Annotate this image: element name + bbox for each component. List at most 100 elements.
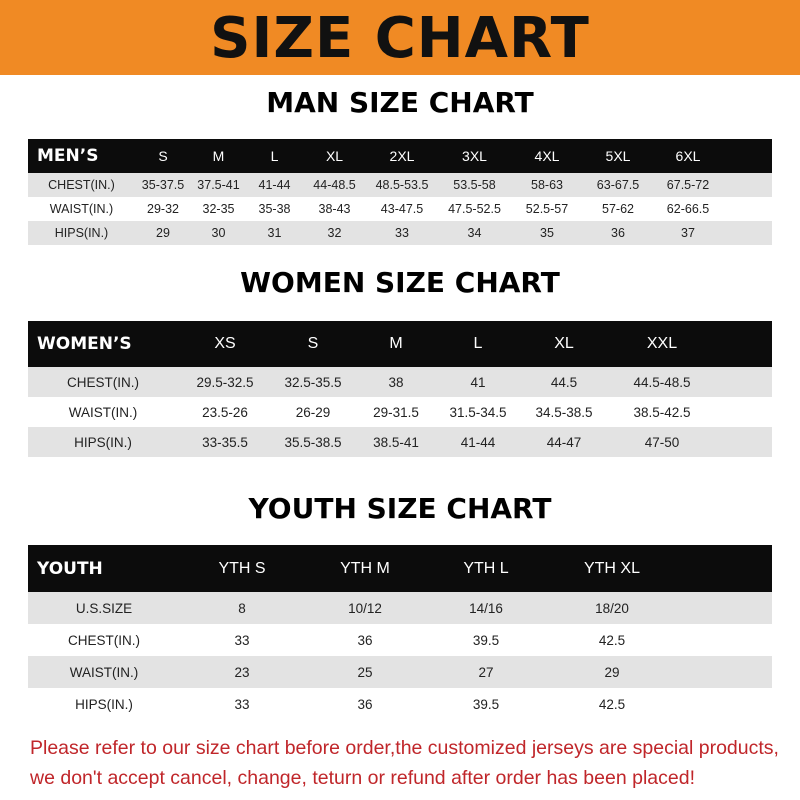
table-cell: 57-62 bbox=[602, 202, 634, 216]
row-spacer bbox=[678, 624, 772, 656]
table-cell: 33 bbox=[234, 632, 250, 648]
table-label: MEN’S bbox=[28, 139, 135, 173]
table-cell: 41-44 bbox=[438, 427, 518, 457]
size-header: M bbox=[191, 139, 246, 173]
table-cell: 48.5-53.5 bbox=[366, 173, 438, 197]
row-spacer bbox=[678, 688, 772, 720]
table-cell: 47.5-52.5 bbox=[448, 202, 501, 216]
table-cell: 35-37.5 bbox=[135, 173, 191, 197]
table-cell: 31 bbox=[246, 221, 303, 245]
table-cell: 36 bbox=[357, 632, 373, 648]
row-spacer bbox=[678, 656, 772, 688]
table-cell: 37 bbox=[653, 221, 723, 245]
row-label: U.S.SIZE bbox=[28, 592, 180, 624]
table-cell: 10/12 bbox=[304, 592, 426, 624]
header-row: MEN’S S M L XL 2XL 3XL 4XL 5XL 6XL bbox=[28, 139, 772, 173]
women-size-table: WOMEN’S XS S M L XL XXL CHEST(IN.) 29.5-32.5 32.5… bbox=[28, 321, 772, 457]
table-cell: 44.5-48.5 bbox=[610, 367, 714, 397]
table-cell: 41 bbox=[438, 367, 518, 397]
size-header: 3XL bbox=[438, 139, 511, 173]
table-row: U.S.SIZE 8 10/12 14/16 18/20 bbox=[28, 592, 772, 624]
size-header: YTH XL bbox=[546, 545, 678, 592]
women-chart-title: WOMEN SIZE CHART bbox=[240, 266, 560, 299]
table-cell: 29-32 bbox=[147, 202, 179, 216]
table-cell: 38.5-41 bbox=[354, 427, 438, 457]
table-row: HIPS(IN.) 33-35.5 35.5-38.5 38.5-41 41-44 44-… bbox=[28, 427, 772, 457]
table-cell: 18/20 bbox=[546, 592, 678, 624]
table-cell: 29.5-32.5 bbox=[178, 367, 272, 397]
header-spacer bbox=[714, 321, 772, 367]
table-row: CHEST(IN.) 29.5-32.5 32.5-35.5 38 41 44.5 44.5… bbox=[28, 367, 772, 397]
table-label: WOMEN’S bbox=[28, 321, 178, 367]
size-header: L bbox=[246, 139, 303, 173]
table-row: CHEST(IN.) 33 36 39.5 42.5 bbox=[28, 624, 772, 656]
table-cell: 41-44 bbox=[246, 173, 303, 197]
table-cell: 29 bbox=[135, 221, 191, 245]
table-cell: 67.5-72 bbox=[653, 173, 723, 197]
table-cell: 62-66.5 bbox=[666, 202, 710, 216]
page-title: SIZE CHART bbox=[210, 6, 590, 71]
table-cell: 30 bbox=[191, 221, 246, 245]
size-header: YTH S bbox=[180, 545, 304, 592]
table-cell: 32.5-35.5 bbox=[272, 367, 354, 397]
table-row: WAIST(IN.) 29-32 32-35 35-38 38-43 43-47.5 47.… bbox=[28, 197, 772, 221]
row-spacer bbox=[723, 197, 772, 221]
men-chart-title: MAN SIZE CHART bbox=[266, 86, 534, 119]
header-row: YOUTH YTH S YTH M YTH L YTH XL bbox=[28, 545, 772, 592]
table-cell: 29 bbox=[546, 656, 678, 688]
men-size-table: MEN’S S M L XL 2XL 3XL 4XL 5XL 6XL CHEST(IN.) 35-37… bbox=[28, 139, 772, 245]
notice-line-1: Please refer to our size chart before or… bbox=[30, 737, 779, 759]
row-spacer bbox=[723, 173, 772, 197]
table-cell: 35.5-38.5 bbox=[272, 427, 354, 457]
table-cell: 42.5 bbox=[598, 696, 626, 712]
table-cell: 29-31.5 bbox=[373, 404, 419, 420]
row-spacer bbox=[678, 592, 772, 624]
size-header: YTH M bbox=[304, 545, 426, 592]
row-label: WAIST(IN.) bbox=[68, 404, 138, 420]
table-cell: 32-35 bbox=[202, 202, 235, 216]
table-cell: 32 bbox=[303, 221, 366, 245]
table-cell: 42.5 bbox=[598, 632, 626, 648]
header-spacer bbox=[678, 545, 772, 592]
table-cell: 43-47.5 bbox=[380, 202, 424, 216]
youth-size-table: YOUTH YTH S YTH M YTH L YTH XL U.S.SIZE 8 10/12… bbox=[28, 545, 772, 720]
table-cell: 52.5-57 bbox=[525, 202, 569, 216]
size-header: 6XL bbox=[653, 139, 723, 173]
row-label: HIPS(IN.) bbox=[75, 696, 133, 712]
table-cell: 44-48.5 bbox=[303, 173, 366, 197]
table-row: WAIST(IN.) 23.5-26 26-29 29-31.5 31.5-34.5 34… bbox=[28, 397, 772, 427]
table-cell: 33-35.5 bbox=[178, 427, 272, 457]
row-label: HIPS(IN.) bbox=[28, 221, 135, 245]
table-cell: 36 bbox=[357, 696, 373, 712]
table-cell: 36 bbox=[583, 221, 653, 245]
size-header: L bbox=[438, 321, 518, 367]
table-cell: 34 bbox=[438, 221, 511, 245]
table-row: CHEST(IN.) 35-37.5 37.5-41 41-44 44-48.5 48.5… bbox=[28, 173, 772, 197]
table-row: HIPS(IN.) 29 30 31 32 33 34 35 36 37 bbox=[28, 221, 772, 245]
header-row: WOMEN’S XS S M L XL XXL bbox=[28, 321, 772, 367]
table-cell: 63-67.5 bbox=[583, 173, 653, 197]
table-cell: 38-43 bbox=[318, 202, 351, 216]
table-cell: 34.5-38.5 bbox=[535, 404, 593, 420]
row-spacer bbox=[714, 427, 772, 457]
table-cell: 35 bbox=[511, 221, 583, 245]
table-cell: 39.5 bbox=[472, 632, 500, 648]
row-label: WAIST(IN.) bbox=[49, 202, 114, 216]
header-spacer bbox=[723, 139, 772, 173]
table-cell: 23 bbox=[180, 656, 304, 688]
size-header: 2XL bbox=[366, 139, 438, 173]
table-label: YOUTH bbox=[28, 545, 180, 592]
title-banner: SIZE CHART bbox=[0, 0, 800, 75]
row-label: WAIST(IN.) bbox=[28, 656, 180, 688]
table-cell: 37.5-41 bbox=[191, 173, 246, 197]
row-label: CHEST(IN.) bbox=[68, 632, 140, 648]
size-header: XL bbox=[303, 139, 366, 173]
table-row: WAIST(IN.) 23 25 27 29 bbox=[28, 656, 772, 688]
row-spacer bbox=[714, 397, 772, 427]
table-cell: 33 bbox=[366, 221, 438, 245]
row-label: HIPS(IN.) bbox=[28, 427, 178, 457]
table-cell: 35-38 bbox=[258, 202, 291, 216]
size-header: XXL bbox=[610, 321, 714, 367]
table-cell: 25 bbox=[304, 656, 426, 688]
size-header: M bbox=[354, 321, 438, 367]
